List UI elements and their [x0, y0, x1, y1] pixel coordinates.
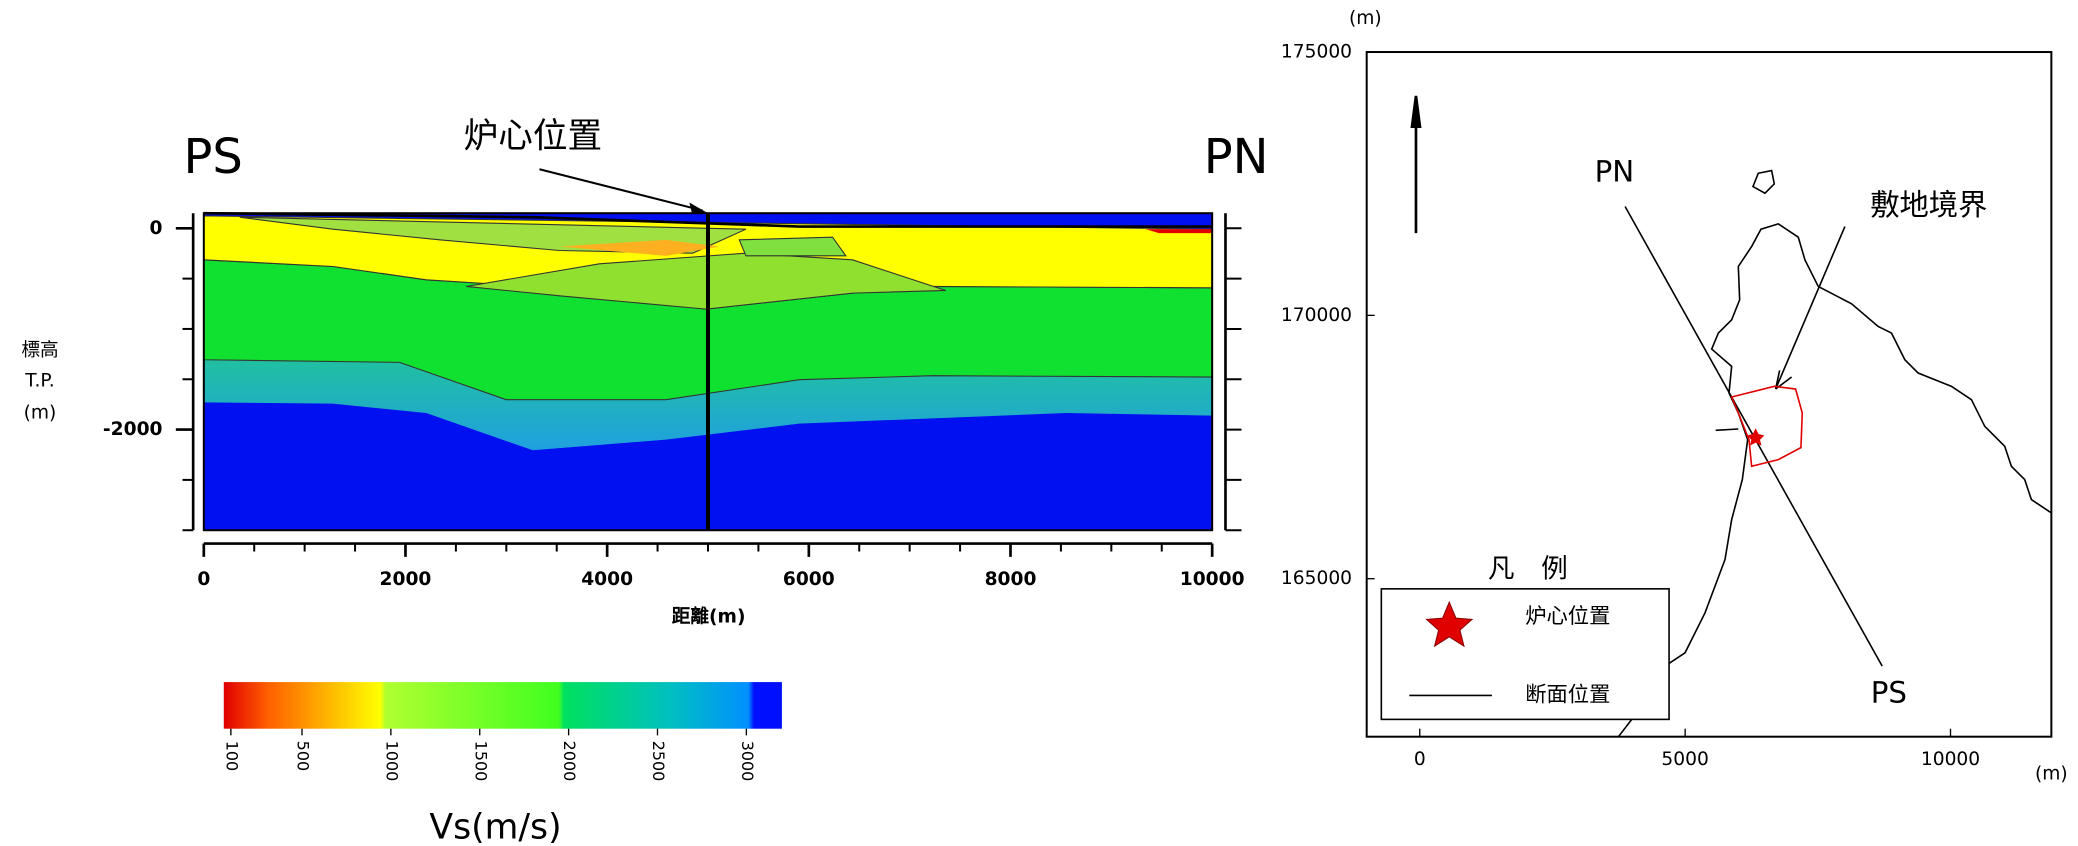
map-y-tick-label: 175000 — [1281, 42, 1352, 63]
x-tick-label: 6000 — [783, 569, 835, 590]
x-label: 距離(m) — [672, 605, 746, 627]
map-y-tick-label: 165000 — [1281, 568, 1352, 589]
x-tick-label: 0 — [197, 569, 210, 590]
site-boundary-label: 敷地境界 — [1870, 188, 1987, 222]
y-label: 標高 — [21, 340, 58, 361]
y-label: T.P. — [24, 371, 54, 392]
y-tick-label: 0 — [150, 218, 163, 239]
colorbar — [223, 682, 782, 729]
colorbar-title: Vs(m/s) — [429, 808, 561, 846]
colorbar-tick-label: 2500 — [649, 741, 668, 782]
ps-label: PS — [1871, 676, 1907, 710]
legend-title: 凡 例 — [1488, 554, 1568, 585]
x-tick-label: 2000 — [380, 569, 432, 590]
y-label: (m) — [24, 403, 57, 424]
section-right-label: PN — [1204, 129, 1269, 185]
x-tick-label: 4000 — [581, 569, 633, 590]
colorbar-tick-label: 100 — [222, 741, 241, 771]
map-x-tick-label: 5000 — [1661, 749, 1708, 770]
map-y-tick-label: 170000 — [1281, 305, 1352, 326]
colorbar-tick-label: 3000 — [738, 741, 757, 782]
map-shapes — [1365, 51, 2053, 738]
legend-item: 断面位置 — [1525, 682, 1610, 707]
x-tick-label: 8000 — [985, 569, 1037, 590]
pn-label: PN — [1595, 155, 1635, 189]
colorbar-tick-label: 2000 — [560, 741, 579, 782]
arrow-head — [689, 202, 708, 214]
map-y-unit: (m) — [1349, 8, 1382, 29]
y-tick-label: -2000 — [103, 419, 163, 440]
x-tick-label: 10000 — [1180, 569, 1245, 590]
colorbar-tick-label: 1500 — [471, 741, 490, 782]
map-x-tick-label: 0 — [1414, 749, 1426, 770]
legend-item: 炉心位置 — [1525, 604, 1610, 629]
colorbar-tick-label: 500 — [293, 741, 312, 771]
section-left-label: PS — [183, 129, 242, 185]
core-annotation: 炉心位置 — [464, 116, 603, 156]
annotation-arrow — [539, 168, 703, 212]
colorbar-tick-label: 1000 — [382, 741, 401, 782]
map-x-unit: (m) — [2035, 763, 2068, 784]
map-x-tick-label: 10000 — [1921, 749, 1980, 770]
